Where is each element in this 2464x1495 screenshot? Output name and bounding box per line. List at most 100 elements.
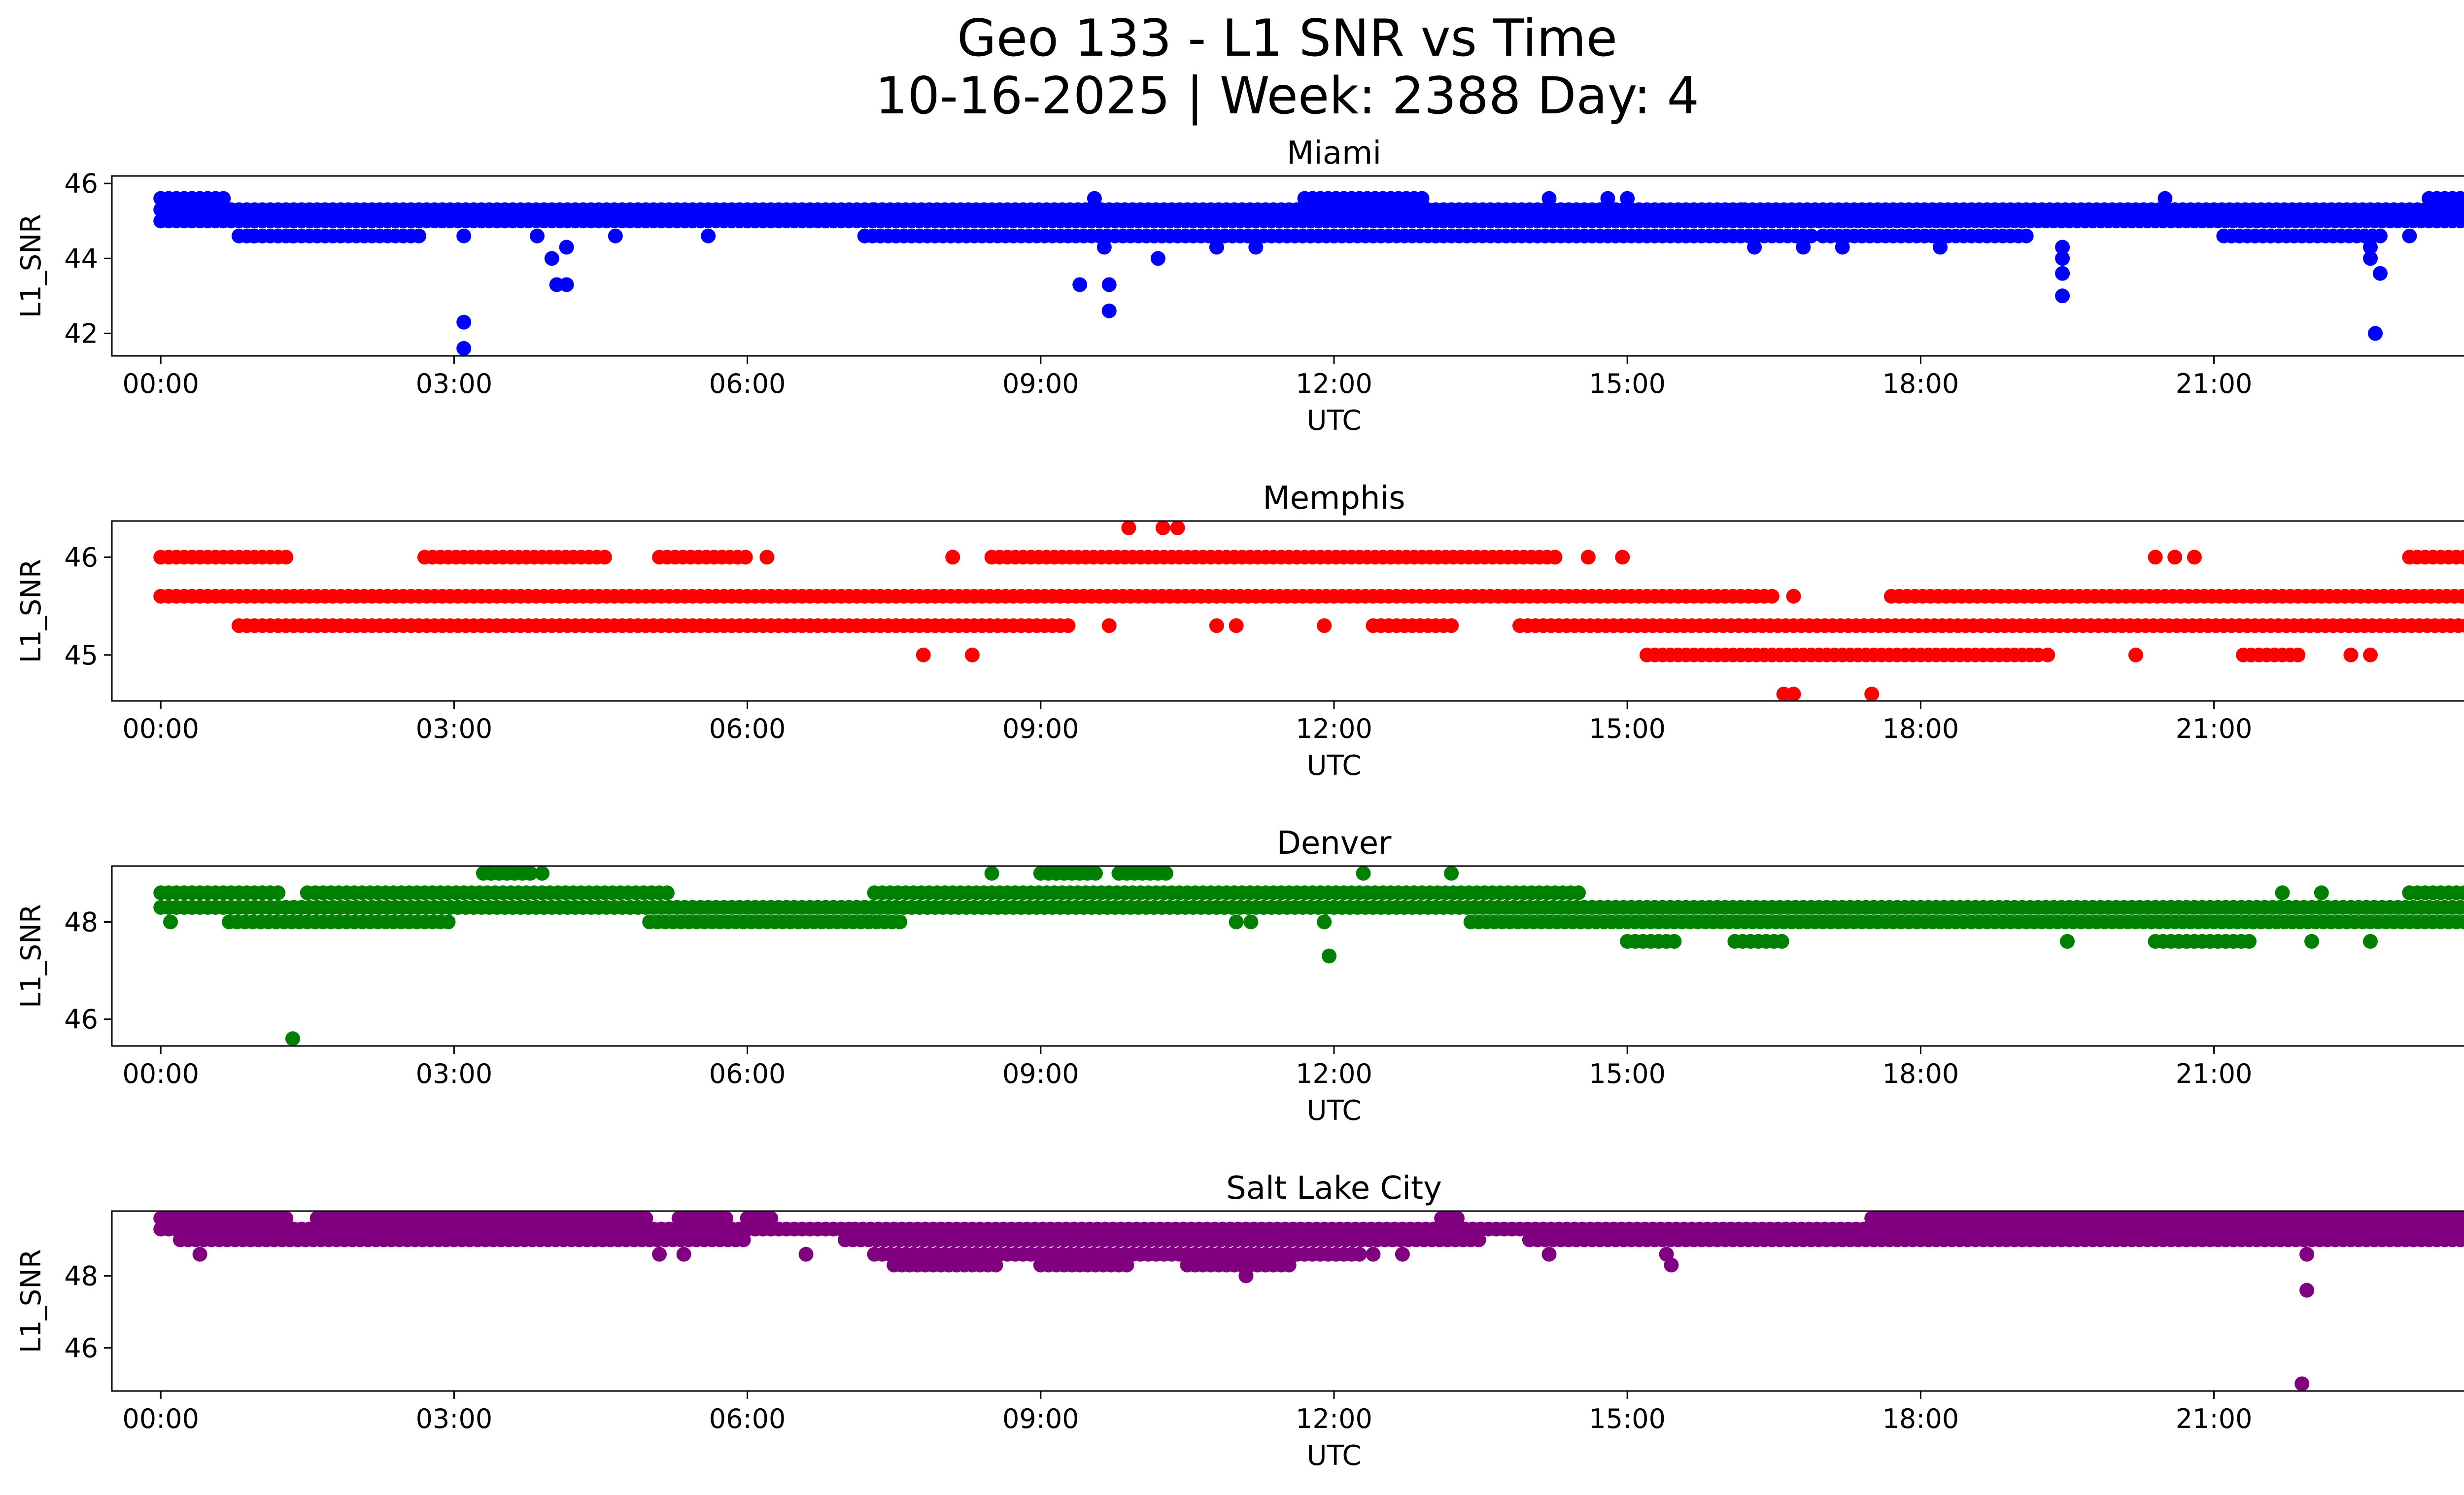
scatter-point	[1933, 240, 1948, 255]
x-tick-label: 03:00	[416, 1058, 493, 1089]
scatter-point	[2459, 618, 2464, 633]
scatter-point	[964, 647, 980, 662]
scatter-point	[1155, 521, 1170, 535]
scatter-point	[1414, 191, 1430, 206]
scatter-point	[1747, 240, 1762, 255]
x-tick-label: 03:00	[416, 368, 493, 399]
scatter-point	[676, 1247, 691, 1262]
scatter-point	[1615, 550, 1630, 565]
subplot-title: Miami	[1287, 135, 1381, 172]
scatter-point	[1317, 914, 1332, 930]
scatter-band	[153, 550, 2464, 565]
scatter-outliers	[759, 521, 2378, 701]
scatter-point	[2372, 266, 2388, 281]
scatter-point	[1541, 191, 1557, 206]
scatter-band	[1620, 934, 2257, 949]
y-tick-label: 44	[64, 243, 98, 274]
x-axis-label: UTC	[1306, 405, 1361, 437]
y-tick-label: 48	[64, 1260, 98, 1291]
scatter-point	[2299, 1247, 2315, 1262]
scatter-point	[659, 885, 675, 901]
scatter-point	[1087, 191, 1102, 206]
scatter-point	[2461, 192, 2464, 205]
scatter-point	[1786, 687, 1801, 701]
scatter-point	[1238, 1268, 1254, 1284]
scatter-point	[2363, 240, 2378, 255]
scatter-band	[153, 202, 2464, 217]
scatter-point	[2294, 1376, 2310, 1391]
scatter-point	[2461, 1233, 2464, 1246]
scatter-point	[163, 914, 178, 930]
scatter-band	[231, 618, 2464, 633]
scatter-point	[1395, 1247, 1410, 1262]
scatter-point	[1229, 914, 1244, 930]
y-axis-label: L1_SNR	[15, 559, 47, 663]
subplot-title: Salt Lake City	[1226, 1170, 1442, 1207]
subplot-memphis: Memphis 00:00 03:00 06:00 09:00 12:00 15:00 18:…	[15, 480, 2464, 782]
x-tick-label: 15:00	[1589, 1058, 1666, 1089]
scatter-point	[411, 228, 426, 243]
scatter-point	[1620, 191, 1635, 206]
scatter-point	[1580, 550, 1596, 565]
scatter-point	[2453, 213, 2464, 229]
scatter-point	[719, 1211, 733, 1226]
scatter-band	[231, 228, 2388, 243]
scatter-point	[1061, 618, 1076, 633]
scatter-point	[1864, 687, 1880, 701]
scatter-outliers	[192, 1247, 2315, 1391]
scatter-point	[278, 550, 294, 565]
scatter-point	[984, 866, 999, 881]
x-axis-label: UTC	[1306, 750, 1361, 782]
scatter-point	[285, 1031, 300, 1046]
x-tick-label: 18:00	[1882, 368, 1959, 399]
x-tick-label: 21:00	[2176, 1058, 2253, 1089]
subplot-denver: Denver 00:00 03:00 06:00 09:00 12:00 15:00 18:0…	[15, 825, 2464, 1127]
x-axis-label: UTC	[1306, 1440, 1361, 1472]
scatter-point	[2167, 550, 2183, 565]
scatter-point	[2459, 1211, 2464, 1225]
scatter-point	[1835, 240, 1850, 255]
scatter-point	[1444, 618, 1459, 633]
scatter-band	[887, 1257, 1297, 1273]
scatter-point	[2055, 288, 2070, 304]
x-tick-label: 03:00	[416, 713, 493, 744]
y-axis-label: L1_SNR	[15, 1249, 47, 1353]
x-tick-label: 00:00	[122, 1403, 199, 1434]
scatter-point	[1101, 277, 1117, 292]
scatter-point	[285, 228, 300, 243]
scatter-point	[1444, 866, 1459, 881]
scatter-point	[2157, 191, 2173, 206]
scatter-point	[1248, 240, 1264, 255]
scatter-points	[153, 866, 2464, 1046]
x-tick-label: 06:00	[709, 1403, 786, 1434]
scatter-point	[535, 866, 549, 881]
y-tick-label: 46	[64, 542, 98, 573]
scatter-point	[271, 885, 286, 901]
subplots: Miami 00:00 03:00 06:00 09:00 12:00 15:00 18:00…	[15, 135, 2464, 1472]
scatter-point	[988, 1257, 1003, 1273]
scatter-point	[597, 550, 612, 565]
scatter-point	[2453, 191, 2464, 206]
scatter-point	[2128, 647, 2143, 662]
x-tick-label: 15:00	[1589, 713, 1666, 744]
scatter-point	[2457, 202, 2464, 217]
x-tick-label: 06:00	[709, 368, 786, 399]
scatter-point	[441, 914, 456, 930]
scatter-point	[1317, 618, 1332, 633]
scatter-point	[1547, 550, 1563, 565]
y-tick-label: 48	[64, 906, 98, 938]
scatter-point	[1664, 1257, 1679, 1273]
scatter-point	[759, 550, 775, 565]
scatter-point	[2457, 885, 2464, 901]
y-tick-label: 45	[64, 640, 98, 671]
scatter-point	[2461, 901, 2464, 914]
scatter-point	[1764, 589, 1780, 604]
scatter-point	[530, 228, 545, 243]
scatter-point	[2314, 885, 2329, 901]
scatter-point	[1072, 277, 1088, 292]
scatter-point	[798, 1247, 814, 1262]
x-tick-label: 00:00	[122, 713, 199, 744]
scatter-point	[1150, 251, 1165, 266]
scatter-point	[2040, 647, 2055, 662]
scatter-points	[153, 521, 2464, 701]
